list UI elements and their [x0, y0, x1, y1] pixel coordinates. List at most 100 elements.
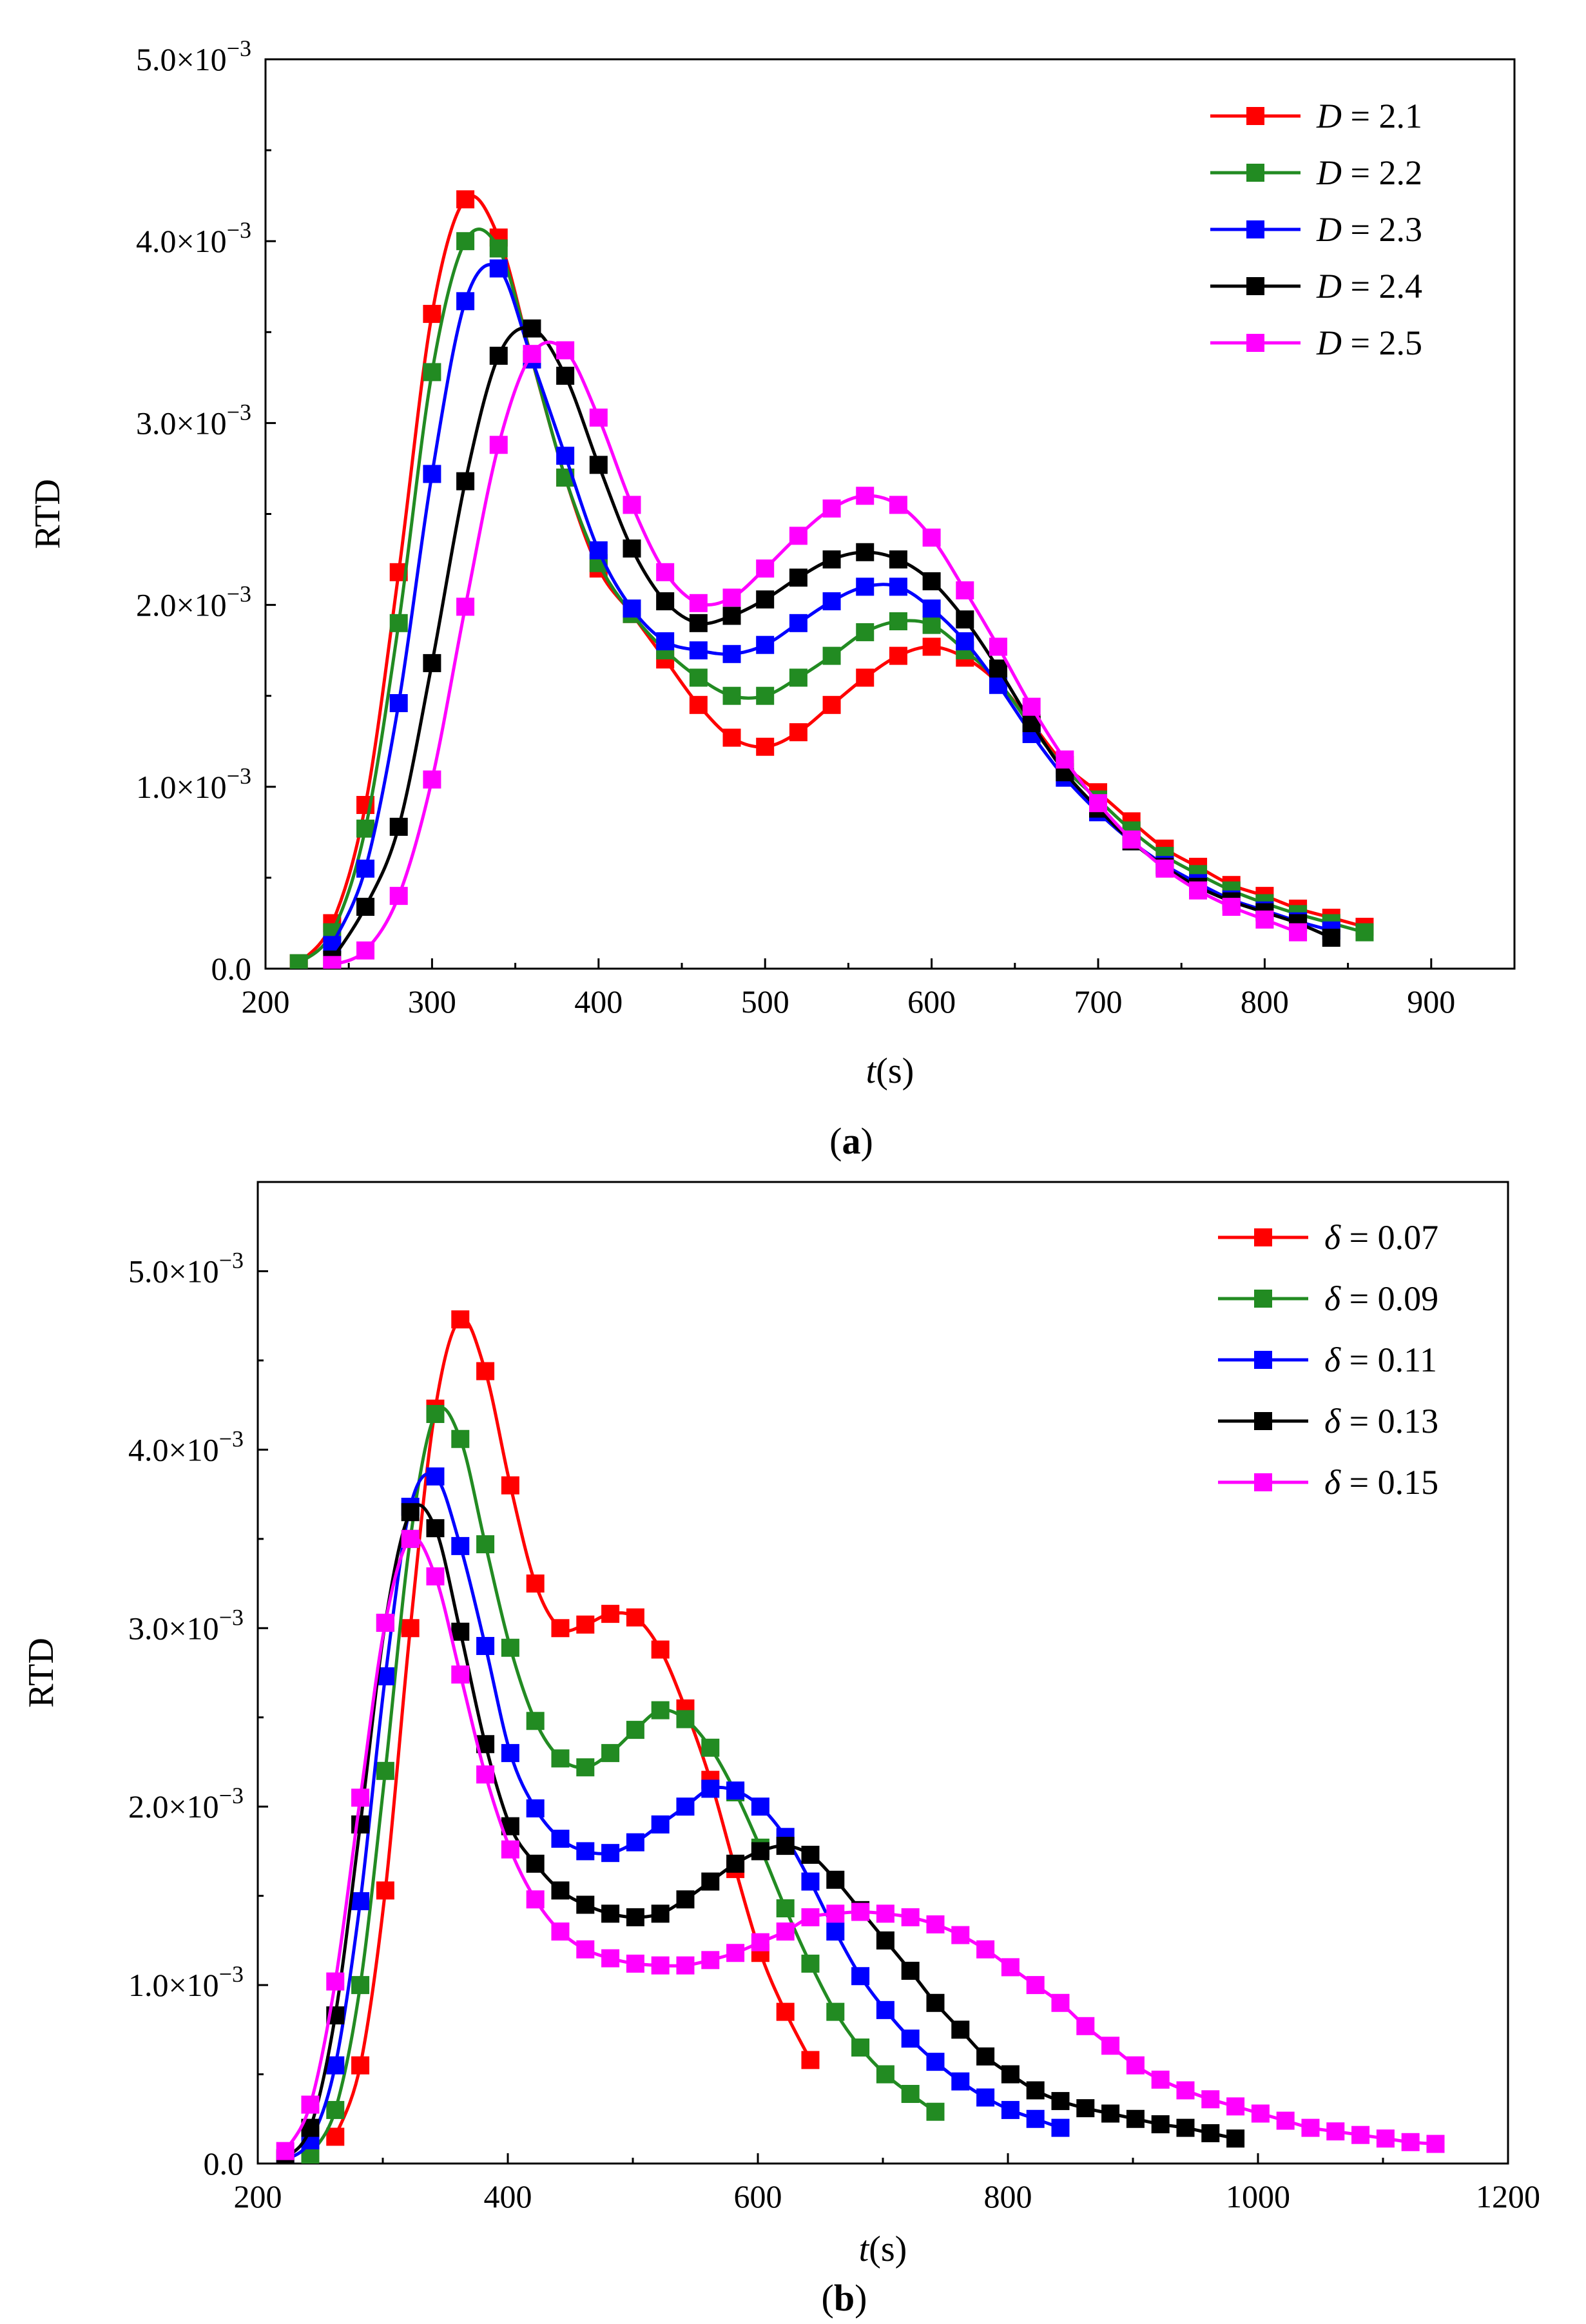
series-line: [333, 1317, 812, 2138]
legend-marker: [1254, 1290, 1272, 1308]
y-tick-label: 2.0×10−3: [136, 581, 251, 623]
data-point: [676, 1797, 695, 1816]
series-line: [284, 1536, 1436, 2152]
data-point: [351, 1815, 370, 1834]
legend-label: D = 2.1: [1316, 97, 1422, 135]
data-point: [601, 1904, 620, 1923]
data-point: [726, 1854, 745, 1873]
data-point: [626, 1908, 644, 1926]
data-point: [401, 1529, 420, 1548]
data-point: [922, 528, 941, 547]
data-point: [451, 1429, 470, 1448]
data-point: [356, 859, 375, 878]
legend-label: δ = 0.09: [1324, 1279, 1438, 1318]
data-point: [351, 1892, 370, 1910]
data-point: [722, 588, 741, 607]
data-point: [489, 346, 508, 365]
data-point: [926, 1993, 945, 2012]
data-point: [776, 1922, 795, 1941]
data-point: [756, 737, 775, 756]
data-point: [822, 695, 841, 714]
data-point: [901, 1908, 920, 1926]
chart-panel-a: 200 300 400 500 600 700 800 900 0.0 1.0×10−3 2.0×1…: [28, 35, 1516, 1162]
data-point: [1122, 830, 1141, 849]
data-point: [651, 1904, 670, 1923]
data-point: [1126, 2109, 1145, 2128]
y-tick-label: 5.0×10−3: [128, 1247, 244, 1289]
data-point: [951, 2020, 970, 2039]
y-tick-label: 1.0×10−3: [136, 763, 251, 805]
data-point: [1051, 1993, 1070, 2012]
data-point: [976, 2047, 995, 2066]
data-point: [656, 563, 675, 581]
data-point: [776, 1899, 795, 1918]
data-point: [1026, 1976, 1045, 1995]
legend-entry-2.5: D = 2.5: [1210, 324, 1422, 362]
data-point: [776, 1837, 795, 1855]
data-point: [1051, 2092, 1070, 2111]
data-point: [951, 1926, 970, 1944]
data-point: [476, 1535, 495, 1554]
data-point: [751, 1842, 769, 1861]
data-point: [326, 2127, 345, 2146]
y-tick-label: 4.0×10−3: [136, 217, 251, 259]
data-point: [501, 1840, 519, 1859]
data-point: [801, 1845, 820, 1864]
data-point: [856, 543, 875, 561]
panel-caption: (b): [822, 2277, 867, 2319]
legend-label: D = 2.5: [1316, 324, 1422, 362]
data-point: [326, 2056, 345, 2075]
data-point: [889, 577, 907, 596]
data-point: [289, 954, 308, 969]
data-point: [623, 599, 641, 618]
data-point: [1401, 2133, 1420, 2151]
series-0.09: [301, 1404, 945, 2164]
data-point: [601, 1949, 620, 1968]
data-point: [456, 597, 475, 616]
data-point: [1151, 2115, 1170, 2134]
data-point: [576, 1940, 595, 1959]
data-point: [476, 1636, 495, 1655]
data-point: [656, 592, 675, 610]
data-point: [1056, 750, 1074, 769]
data-point: [551, 1881, 570, 1900]
data-point: [376, 1613, 394, 1632]
data-point: [1101, 2037, 1120, 2055]
x-tick-label: 400: [484, 2178, 532, 2214]
series-line: [297, 228, 1366, 965]
data-point: [889, 646, 907, 665]
legend-entry-0.07: δ = 0.07: [1218, 1218, 1438, 1257]
data-point: [751, 1933, 769, 1951]
data-point: [1089, 794, 1107, 813]
data-point: [589, 408, 608, 427]
data-point: [1201, 2124, 1220, 2142]
data-point: [1126, 2056, 1145, 2075]
data-point: [301, 2095, 320, 2114]
data-point: [489, 259, 508, 278]
data-point: [751, 1797, 769, 1816]
chart-panel-b: 200 400 600 800 1000 1200 0.0 1.0×10−3 2.0×10−3 3…: [21, 1181, 1540, 2319]
plot-frame: [264, 58, 1516, 970]
data-point: [726, 1781, 745, 1800]
data-point: [789, 723, 808, 742]
data-point: [889, 612, 907, 630]
legend-entry-0.11: δ = 0.11: [1218, 1341, 1437, 1379]
series-2.5: [323, 340, 1308, 969]
data-point: [1255, 910, 1274, 929]
data-point: [826, 2002, 845, 2021]
data-point: [423, 465, 441, 483]
data-point: [1355, 923, 1374, 942]
x-tick-label: 1000: [1226, 2178, 1290, 2214]
data-point: [1301, 2118, 1320, 2137]
data-point: [856, 577, 875, 596]
y-tick-label: 4.0×10−3: [128, 1426, 244, 1467]
data-point: [551, 1830, 570, 1848]
data-point: [389, 693, 408, 712]
data-point: [876, 2000, 895, 2019]
data-point: [856, 668, 875, 687]
data-point: [623, 539, 641, 558]
data-point: [951, 2072, 970, 2091]
data-point: [456, 292, 475, 311]
data-point: [1189, 881, 1208, 900]
y-tick-label: 0.0: [204, 2145, 244, 2182]
